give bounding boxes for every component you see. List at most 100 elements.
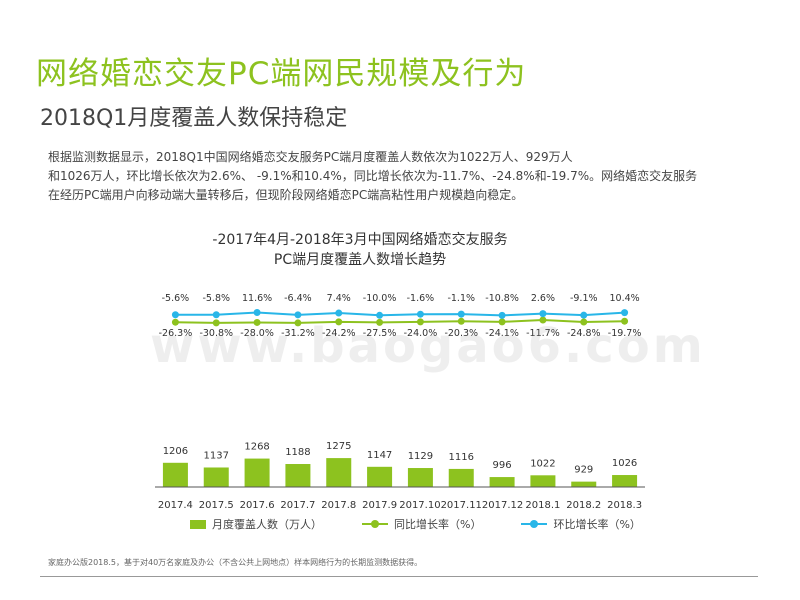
yoy-point bbox=[539, 316, 547, 324]
watermark: www.baogao6.com bbox=[150, 318, 706, 374]
x-tick-label: 2017.7 bbox=[280, 500, 315, 511]
bar bbox=[244, 458, 270, 487]
mom-data-label: -5.6% bbox=[162, 293, 190, 304]
legend-label-yoy: 同比增长率（%） bbox=[394, 518, 482, 531]
yoy-data-label: -31.2% bbox=[281, 328, 315, 339]
bar bbox=[530, 475, 556, 487]
mom-data-label: 10.4% bbox=[609, 293, 639, 304]
yoy-point bbox=[212, 319, 220, 327]
x-tick-label: 2017.9 bbox=[362, 500, 397, 511]
mom-point bbox=[416, 310, 424, 318]
mom-data-label: -9.1% bbox=[570, 293, 598, 304]
legend-mom-swatch bbox=[521, 519, 548, 529]
yoy-point bbox=[294, 319, 302, 327]
yoy-data-label: -28.0% bbox=[240, 328, 274, 339]
mom-data-label: -5.8% bbox=[202, 293, 230, 304]
yoy-point bbox=[457, 317, 465, 325]
yoy-data-label: -24.1% bbox=[485, 328, 519, 339]
chart-legend: 月度覆盖人数（万人） 同比增长率（%） 环比增长率（%） bbox=[190, 516, 641, 532]
legend-yoy-swatch bbox=[362, 519, 388, 529]
legend-item-coverage: 月度覆盖人数（万人） bbox=[190, 516, 322, 532]
x-tick-label: 2017.8 bbox=[321, 500, 356, 511]
yoy-data-label: -11.7% bbox=[526, 328, 560, 339]
description: 根据监测数据显示，2018Q1中国网络婚恋交友服务PC端月度覆盖人数依次为102… bbox=[48, 148, 760, 205]
bar-data-label: 929 bbox=[574, 465, 593, 476]
mom-data-label: 2.6% bbox=[531, 293, 555, 304]
yoy-data-label: -19.7% bbox=[608, 328, 642, 339]
chart-title-line2: PC端月度覆盖人数增长趋势 bbox=[273, 252, 447, 268]
mom-point bbox=[294, 311, 302, 319]
yoy-point bbox=[416, 318, 424, 326]
mom-point bbox=[498, 311, 506, 319]
page-title: 网络婚恋交友PC端网民规模及行为 bbox=[36, 56, 527, 92]
yoy-data-label: -24.8% bbox=[567, 328, 601, 339]
chart-title: -2017年4月-2018年3月中国网络婚恋交友服务 PC端月度覆盖人数增长趋势 bbox=[150, 230, 570, 270]
mom-point bbox=[539, 310, 547, 318]
yoy-point bbox=[621, 317, 629, 325]
mom-point bbox=[457, 310, 465, 318]
chart-title-line1: -2017年4月-2018年3月中国网络婚恋交友服务 bbox=[212, 232, 508, 248]
yoy-data-label: -30.8% bbox=[199, 328, 233, 339]
mom-series-line bbox=[175, 311, 625, 317]
mom-point bbox=[171, 311, 179, 319]
bar bbox=[489, 477, 515, 487]
yoy-point bbox=[171, 318, 179, 326]
x-tick-label: 2017.4 bbox=[158, 500, 193, 511]
mom-data-label: 11.6% bbox=[242, 293, 272, 304]
page-subtitle: 2018Q1月度覆盖人数保持稳定 bbox=[40, 106, 348, 131]
x-tick-label: 2018.2 bbox=[566, 500, 601, 511]
bar-data-label: 1275 bbox=[326, 441, 351, 452]
yoy-point bbox=[253, 318, 261, 326]
mom-point bbox=[212, 311, 220, 319]
footer-note: 家庭办公版2018.5，基于对40万名家庭及办公（不含公共上网地点）样本网络行为… bbox=[48, 558, 423, 567]
bar-data-label: 1188 bbox=[285, 447, 310, 458]
bar bbox=[407, 468, 433, 487]
yoy-series-line bbox=[175, 319, 625, 324]
bar-data-label: 1147 bbox=[367, 450, 392, 461]
yoy-point bbox=[498, 318, 506, 326]
yoy-point bbox=[580, 318, 588, 326]
bar-data-label: 1137 bbox=[204, 450, 229, 461]
mom-point bbox=[621, 309, 629, 317]
description-line: 根据监测数据显示，2018Q1中国网络婚恋交友服务PC端月度覆盖人数依次为102… bbox=[48, 150, 573, 164]
bar-data-label: 1022 bbox=[530, 458, 555, 469]
legend-label-coverage: 月度覆盖人数（万人） bbox=[212, 518, 322, 531]
yoy-data-label: -26.3% bbox=[159, 328, 193, 339]
mom-data-label: -6.4% bbox=[284, 293, 312, 304]
mom-data-label: -10.8% bbox=[485, 293, 519, 304]
mom-data-label: 7.4% bbox=[327, 293, 351, 304]
bar-data-label: 996 bbox=[493, 460, 512, 471]
yoy-point bbox=[335, 318, 343, 326]
bar-data-label: 1026 bbox=[612, 458, 637, 469]
x-tick-label: 2017.5 bbox=[199, 500, 234, 511]
legend-label-mom: 环比增长率（%） bbox=[553, 518, 641, 531]
legend-item-yoy: 同比增长率（%） bbox=[362, 516, 481, 532]
bar-data-label: 1116 bbox=[449, 452, 474, 463]
bar-data-label: 1268 bbox=[244, 442, 269, 453]
bar bbox=[571, 481, 597, 487]
mom-point bbox=[580, 311, 588, 319]
bar bbox=[162, 462, 188, 487]
yoy-point bbox=[376, 318, 384, 326]
x-tick-label: 2017.102017.112017.12 bbox=[399, 500, 523, 511]
description-line: 和1026万人，环比增长依次为2.6%、 -9.1%和10.4%，同比增长依次为… bbox=[48, 169, 698, 183]
description-line: 在经历PC端用户向移动端大量转移后，但现阶段网络婚恋PC端高粘性用户规模趋向稳定… bbox=[48, 188, 524, 202]
bar bbox=[326, 458, 352, 487]
yoy-data-label: -24.0% bbox=[404, 328, 438, 339]
yoy-data-label: -24.2% bbox=[322, 328, 356, 339]
bar-data-label: 1129 bbox=[408, 451, 433, 462]
bar bbox=[285, 464, 311, 487]
footer-divider bbox=[40, 576, 758, 577]
legend-item-mom: 环比增长率（%） bbox=[521, 516, 641, 532]
mom-point bbox=[376, 311, 384, 319]
mom-data-label: -1.6% bbox=[407, 293, 435, 304]
legend-bar-swatch bbox=[190, 519, 206, 529]
yoy-data-label: -20.3% bbox=[444, 328, 478, 339]
x-tick-label: 2018.1 bbox=[525, 500, 560, 511]
bar bbox=[612, 475, 638, 487]
mom-data-label: -1.1% bbox=[447, 293, 475, 304]
bar bbox=[203, 467, 229, 487]
mom-data-label: -10.0% bbox=[363, 293, 397, 304]
mom-point bbox=[253, 308, 261, 316]
